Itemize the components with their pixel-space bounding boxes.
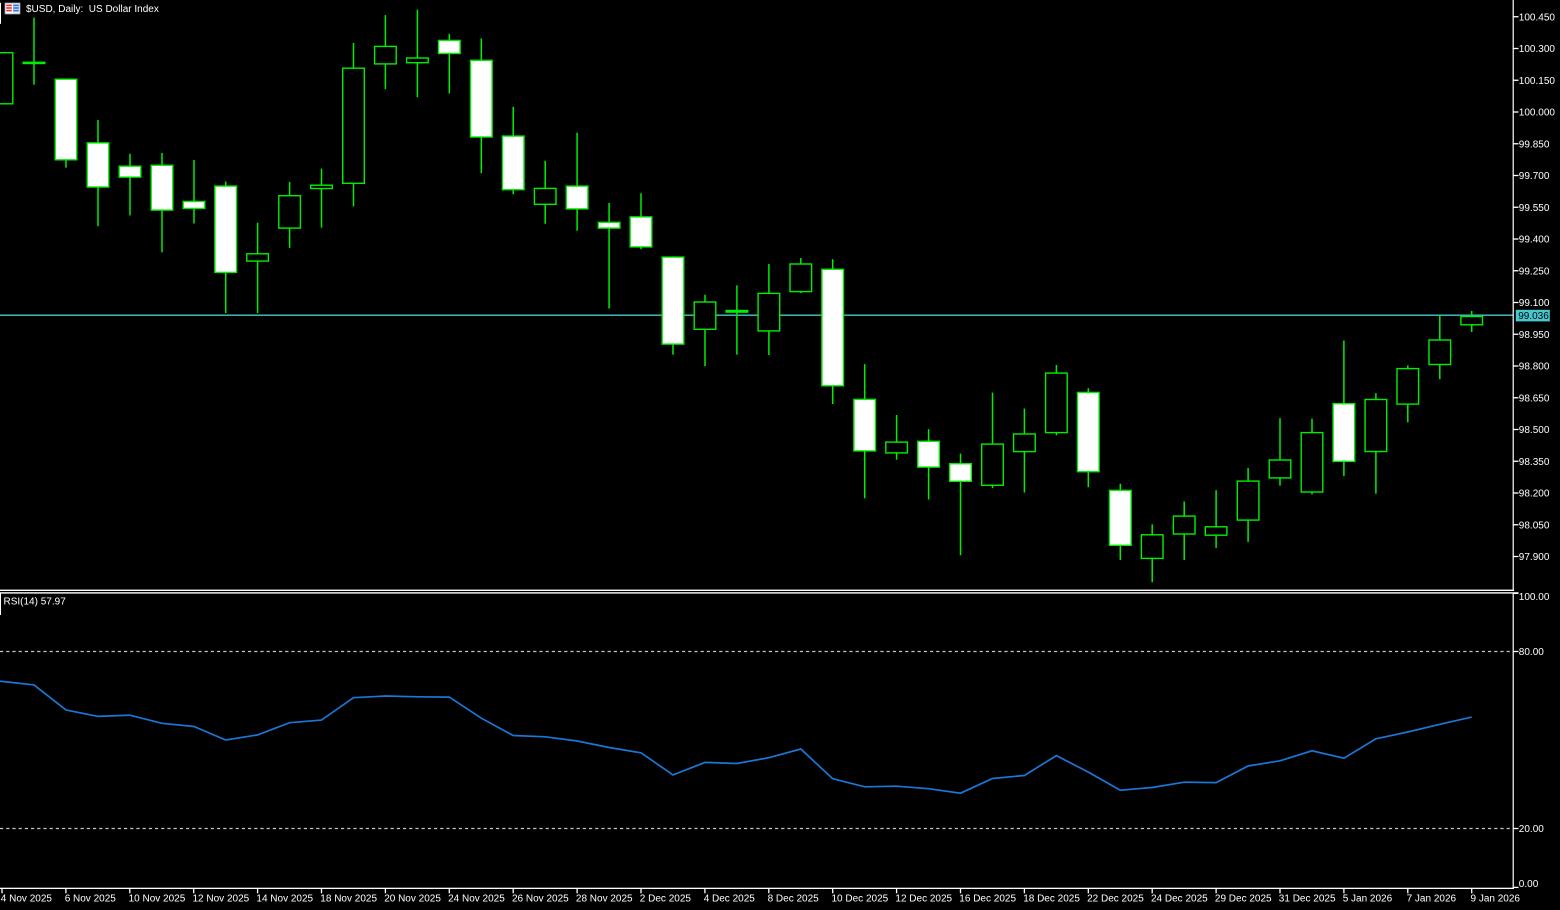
svg-text:10 Dec 2025: 10 Dec 2025 (832, 893, 889, 904)
svg-text:26 Nov 2025: 26 Nov 2025 (512, 893, 569, 904)
svg-text:99.700: 99.700 (1519, 171, 1550, 182)
svg-text:31 Dec 2025: 31 Dec 2025 (1279, 893, 1336, 904)
svg-text:6 Nov 2025: 6 Nov 2025 (65, 893, 117, 904)
svg-text:98.650: 98.650 (1519, 393, 1550, 404)
svg-text:100.300: 100.300 (1519, 44, 1556, 55)
svg-text:$USD, Daily: US Dollar Index: $USD, Daily: US Dollar Index (26, 4, 159, 15)
svg-text:80.00: 80.00 (1519, 647, 1544, 658)
svg-text:24 Dec 2025: 24 Dec 2025 (1151, 893, 1208, 904)
svg-text:28 Nov 2025: 28 Nov 2025 (576, 893, 633, 904)
svg-text:4 Dec 2025: 4 Dec 2025 (704, 893, 756, 904)
svg-text:RSI(14) 57.97: RSI(14) 57.97 (4, 597, 67, 608)
svg-text:20.00: 20.00 (1519, 824, 1544, 835)
svg-text:2 Dec 2025: 2 Dec 2025 (640, 893, 692, 904)
svg-text:100.450: 100.450 (1519, 12, 1556, 23)
svg-text:5 Jan 2026: 5 Jan 2026 (1343, 893, 1393, 904)
svg-text:99.400: 99.400 (1519, 235, 1550, 246)
svg-text:98.800: 98.800 (1519, 362, 1550, 373)
svg-text:9 Jan 2026: 9 Jan 2026 (1471, 893, 1521, 904)
svg-text:98.350: 98.350 (1519, 457, 1550, 468)
svg-text:100.000: 100.000 (1519, 108, 1556, 119)
svg-text:29 Dec 2025: 29 Dec 2025 (1215, 893, 1272, 904)
svg-text:7 Jan 2026: 7 Jan 2026 (1407, 893, 1457, 904)
svg-text:99.550: 99.550 (1519, 203, 1550, 214)
svg-text:99.850: 99.850 (1519, 139, 1550, 150)
svg-text:20 Nov 2025: 20 Nov 2025 (384, 893, 441, 904)
svg-text:97.900: 97.900 (1519, 552, 1550, 563)
svg-text:99.250: 99.250 (1519, 266, 1550, 277)
svg-text:100.150: 100.150 (1519, 76, 1556, 87)
svg-text:16 Dec 2025: 16 Dec 2025 (959, 893, 1016, 904)
svg-text:10 Nov 2025: 10 Nov 2025 (129, 893, 186, 904)
svg-text:14 Nov 2025: 14 Nov 2025 (256, 893, 313, 904)
svg-text:99.100: 99.100 (1519, 298, 1550, 309)
svg-text:24 Nov 2025: 24 Nov 2025 (448, 893, 505, 904)
svg-text:99.036: 99.036 (1518, 311, 1549, 322)
svg-text:100.00: 100.00 (1519, 592, 1550, 603)
svg-text:12 Dec 2025: 12 Dec 2025 (895, 893, 952, 904)
svg-text:12 Nov 2025: 12 Nov 2025 (193, 893, 250, 904)
svg-text:98.200: 98.200 (1519, 489, 1550, 500)
svg-text:0.00: 0.00 (1519, 879, 1539, 890)
svg-text:98.950: 98.950 (1519, 330, 1550, 341)
svg-text:18 Dec 2025: 18 Dec 2025 (1023, 893, 1080, 904)
svg-text:22 Dec 2025: 22 Dec 2025 (1087, 893, 1144, 904)
svg-text:98.500: 98.500 (1519, 425, 1550, 436)
svg-text:4 Nov 2025: 4 Nov 2025 (1, 893, 53, 904)
svg-text:18 Nov 2025: 18 Nov 2025 (320, 893, 377, 904)
svg-text:8 Dec 2025: 8 Dec 2025 (768, 893, 820, 904)
svg-text:98.050: 98.050 (1519, 520, 1550, 531)
